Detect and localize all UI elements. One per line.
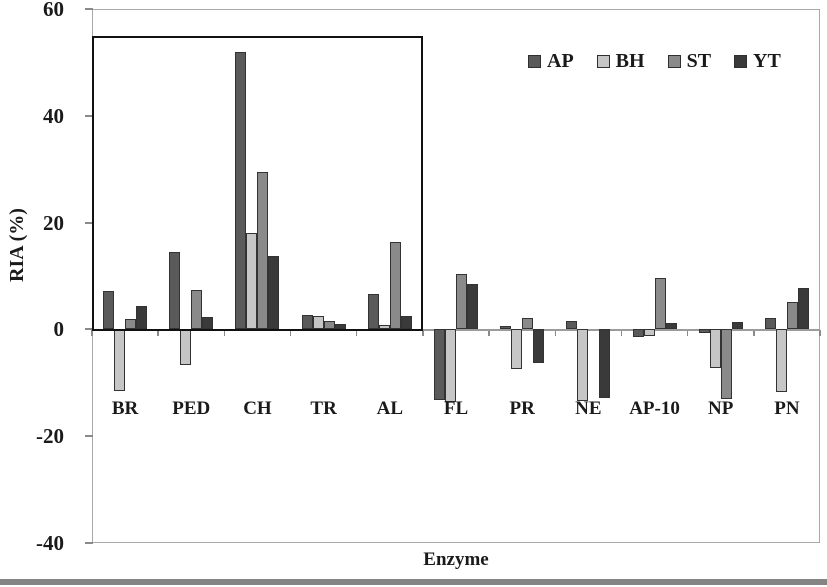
legend-swatch-ap (528, 54, 541, 68)
bar-ap-ch (235, 51, 247, 330)
y-axis-tick-label: -40 (36, 531, 64, 555)
bar-st-pn (786, 301, 798, 330)
legend-swatch-yt (734, 54, 748, 68)
bar-ap-np (698, 329, 710, 333)
y-axis-tick-mark (85, 8, 93, 10)
y-axis-tick-label: -20 (36, 424, 64, 449)
bar-st-pr (522, 318, 534, 330)
y-axis-tick-mark (85, 435, 93, 438)
category-label-fl: FL (443, 398, 469, 419)
bar-st-ap-10 (654, 277, 666, 330)
x-axis-tick-mark (554, 330, 557, 336)
bar-bh-fl (445, 329, 456, 402)
x-axis-tick-mark (422, 330, 424, 336)
legend: AP BH ST YT (528, 51, 781, 71)
bar-yt-ne (599, 329, 611, 398)
y-axis-tick-mark (85, 114, 93, 117)
bar-ap-ap-10 (632, 329, 644, 338)
category-label-tr: TR (310, 398, 337, 419)
legend-item-yt: YT (734, 51, 781, 71)
y-axis-title: RIA (%) (6, 208, 28, 282)
bar-ap-tr (301, 314, 313, 330)
bar-yt-al (400, 316, 412, 330)
category-label-br: BR (111, 398, 139, 419)
category-label-pn: PN (774, 398, 800, 419)
bar-bh-ne (577, 329, 589, 401)
bar-bh-ap-10 (643, 329, 655, 336)
legend-item-ap: AP (528, 51, 574, 71)
x-axis-tick-mark (355, 330, 358, 336)
bar-ap-pn (764, 317, 776, 330)
x-axis-tick-mark (753, 330, 755, 336)
category-label-np: NP (708, 398, 734, 419)
bar-ap-ne (566, 321, 578, 330)
y-axis-tick-label: 60 (43, 0, 64, 21)
bar-yt-fl (467, 284, 478, 330)
x-axis-tick-mark (686, 330, 689, 336)
category-label-ne: NE (575, 398, 602, 419)
bar-yt-pr (533, 329, 545, 364)
category-label-al: AL (376, 398, 404, 419)
y-axis-tick-mark (85, 542, 93, 544)
y-axis-tick-mark (85, 328, 93, 331)
category-label-ped: PED (172, 398, 211, 419)
bar-st-fl (456, 273, 467, 330)
scanned-image-bottom-edge (0, 579, 827, 585)
bar-ap-pr (500, 326, 512, 330)
bar-bh-al (378, 324, 390, 330)
bar-ap-br (103, 290, 115, 330)
category-label-ch: CH (243, 398, 272, 419)
bar-yt-ped (202, 317, 214, 330)
legend-swatch-st (667, 54, 681, 68)
zero-baseline (92, 329, 820, 331)
bar-st-np (720, 329, 732, 399)
bar-yt-pn (797, 288, 809, 330)
bar-bh-ped (180, 329, 192, 366)
bar-yt-tr (334, 324, 346, 330)
bar-yt-np (731, 322, 743, 330)
legend-label-st: ST (686, 50, 712, 72)
x-axis-tick-mark (223, 330, 226, 336)
legend-item-st: ST (667, 50, 712, 72)
y-axis-tick-label: 20 (43, 210, 64, 235)
y-axis-tick-label: 0 (53, 317, 65, 342)
x-axis-tick-mark (488, 330, 490, 336)
bar-bh-ch (246, 233, 258, 330)
y-axis-tick-label: 40 (43, 103, 64, 128)
bar-ap-fl (434, 329, 445, 401)
bar-bh-np (709, 329, 721, 369)
bar-yt-ch (268, 256, 280, 330)
x-axis-tick-mark (620, 330, 623, 336)
bar-bh-pn (775, 329, 787, 392)
legend-label-ap: AP (547, 50, 574, 72)
bar-st-al (389, 241, 401, 330)
category-label-ap-10: AP-10 (629, 398, 680, 419)
x-axis-tick-mark (289, 330, 292, 336)
bar-bh-pr (511, 329, 523, 369)
x-axis-title: Enzyme (423, 549, 489, 570)
bar-ap-ped (169, 251, 181, 330)
category-label-pr: PR (509, 398, 535, 419)
x-axis-tick-mark (157, 330, 159, 336)
bar-st-ped (191, 290, 203, 330)
legend-label-bh: BH (615, 50, 645, 72)
bar-yt-ap-10 (665, 322, 677, 330)
bar-bh-br (114, 329, 126, 391)
legend-swatch-bh (596, 54, 610, 68)
bar-st-tr (323, 320, 335, 330)
y-axis-tick-mark (85, 221, 93, 224)
bar-st-br (125, 318, 137, 330)
x-axis-tick-mark (819, 330, 821, 336)
legend-item-bh: BH (596, 50, 645, 72)
legend-label-yt: YT (753, 50, 781, 72)
bar-yt-br (136, 306, 148, 330)
x-axis-tick-mark (91, 330, 93, 336)
bar-bh-tr (312, 316, 324, 330)
bar-st-ch (257, 171, 269, 330)
bar-ap-al (367, 293, 379, 330)
